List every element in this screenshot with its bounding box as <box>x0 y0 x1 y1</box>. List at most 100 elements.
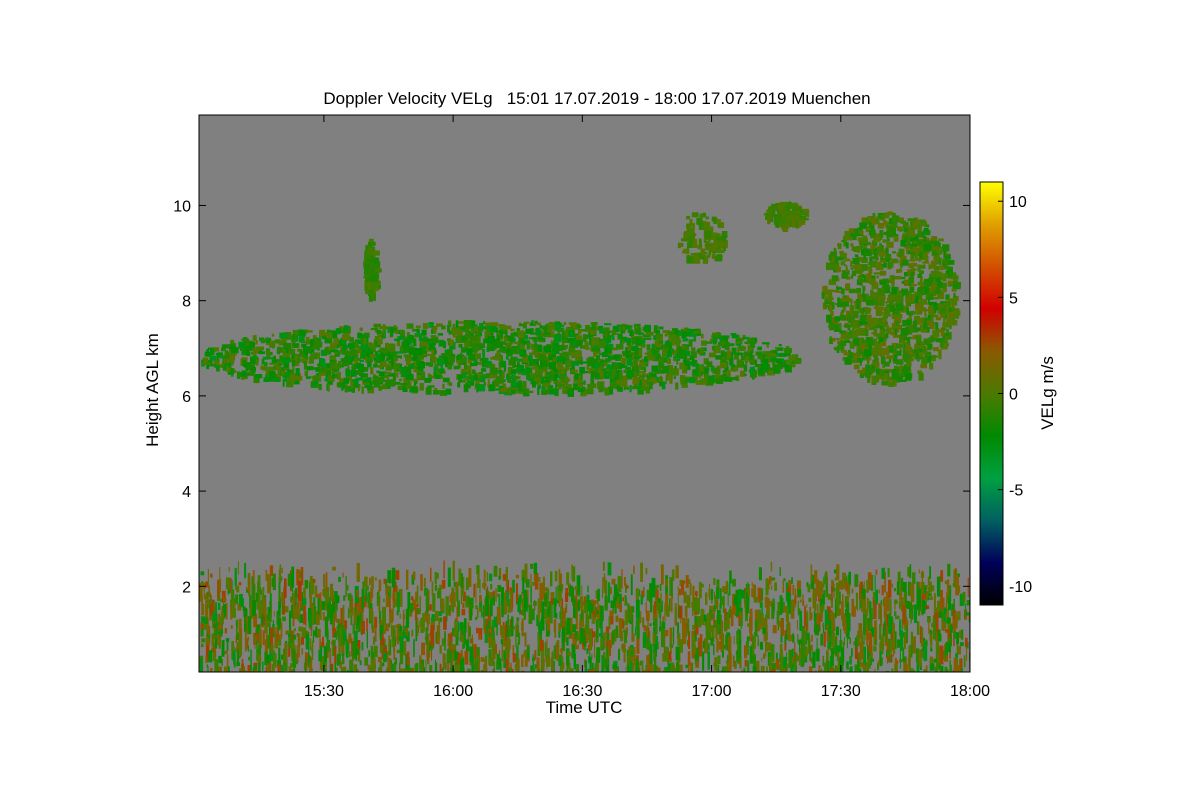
velocity-cell <box>441 325 446 330</box>
velocity-cell <box>491 631 495 643</box>
velocity-cell <box>387 658 392 672</box>
velocity-cell <box>466 365 472 372</box>
velocity-cell <box>710 233 713 237</box>
velocity-cell <box>635 658 638 672</box>
velocity-cell <box>909 564 912 579</box>
velocity-cell <box>772 364 779 371</box>
velocity-cell <box>739 370 745 377</box>
velocity-cell <box>327 380 333 385</box>
velocity-cell <box>635 327 641 335</box>
velocity-cell <box>712 332 716 337</box>
velocity-cell <box>836 648 839 662</box>
velocity-cell <box>487 336 495 343</box>
velocity-cell <box>447 349 452 356</box>
velocity-cell <box>482 354 485 361</box>
velocity-cell <box>788 622 791 642</box>
velocity-cell <box>781 668 785 672</box>
velocity-cell <box>325 377 329 382</box>
velocity-cell <box>605 358 611 363</box>
velocity-cell <box>804 606 806 627</box>
velocity-cell <box>534 650 537 660</box>
velocity-cell <box>517 597 521 613</box>
velocity-cell <box>266 654 270 664</box>
velocity-cell <box>564 378 571 382</box>
velocity-cell <box>704 638 709 654</box>
velocity-cell <box>365 350 368 353</box>
velocity-cell <box>213 623 216 628</box>
velocity-cell <box>865 364 871 372</box>
velocity-cell <box>500 355 503 361</box>
velocity-cell <box>732 593 736 605</box>
velocity-cell <box>236 619 238 638</box>
velocity-cell <box>291 592 294 600</box>
velocity-cell <box>561 650 563 656</box>
velocity-cell <box>580 606 584 612</box>
velocity-cell <box>633 565 635 574</box>
velocity-cell <box>567 651 571 657</box>
velocity-cell <box>221 347 226 352</box>
velocity-cell <box>534 573 539 590</box>
velocity-cell <box>555 586 557 606</box>
velocity-cell <box>530 374 535 378</box>
velocity-cell <box>690 253 698 256</box>
velocity-cell <box>431 375 434 379</box>
velocity-cell <box>537 387 540 395</box>
velocity-cell <box>522 354 528 362</box>
velocity-cell <box>960 668 963 672</box>
velocity-cell <box>262 608 265 626</box>
velocity-cell <box>633 382 637 389</box>
velocity-cell <box>902 582 907 592</box>
velocity-cell <box>431 614 435 628</box>
velocity-cell <box>370 274 378 282</box>
velocity-cell <box>624 595 627 606</box>
velocity-cell <box>811 634 813 642</box>
velocity-cell <box>238 626 242 630</box>
velocity-cell <box>301 343 307 348</box>
velocity-cell <box>795 203 799 206</box>
velocity-cell <box>711 345 715 351</box>
velocity-cell <box>300 567 304 586</box>
velocity-cell <box>560 374 564 382</box>
velocity-cell <box>201 638 205 643</box>
velocity-cell <box>611 335 615 341</box>
velocity-cell <box>659 363 662 372</box>
velocity-cell <box>939 645 944 665</box>
velocity-cell <box>565 593 569 602</box>
velocity-cell <box>205 655 208 663</box>
velocity-cell <box>217 634 221 646</box>
velocity-cell <box>323 573 326 587</box>
velocity-cell <box>719 340 727 346</box>
velocity-cell <box>211 647 216 653</box>
velocity-cell <box>332 596 334 605</box>
velocity-cell <box>368 598 373 603</box>
velocity-cell <box>448 356 455 363</box>
velocity-cell <box>559 368 567 376</box>
velocity-cell <box>378 364 383 369</box>
velocity-cell <box>671 338 676 346</box>
velocity-cell <box>501 598 504 618</box>
velocity-cell <box>707 613 711 631</box>
velocity-cell <box>373 664 376 672</box>
velocity-cell <box>626 326 632 330</box>
velocity-cell <box>737 629 742 643</box>
velocity-cell <box>443 560 445 579</box>
velocity-cell <box>773 670 776 672</box>
velocity-cell <box>771 669 775 672</box>
velocity-cell <box>683 591 687 604</box>
velocity-cell <box>246 638 249 649</box>
velocity-cell <box>880 605 882 626</box>
velocity-region <box>763 201 810 232</box>
velocity-cell <box>369 577 372 586</box>
velocity-cell <box>655 334 662 340</box>
velocity-cell <box>841 580 843 591</box>
velocity-cell <box>488 649 492 666</box>
velocity-cell <box>339 625 343 646</box>
velocity-cell <box>486 572 488 582</box>
velocity-cell <box>579 329 587 332</box>
velocity-cell <box>703 237 707 243</box>
velocity-cell <box>447 633 451 642</box>
velocity-cell <box>308 613 312 628</box>
velocity-cell <box>950 624 953 632</box>
velocity-cell <box>442 341 447 349</box>
velocity-cell <box>212 599 214 605</box>
